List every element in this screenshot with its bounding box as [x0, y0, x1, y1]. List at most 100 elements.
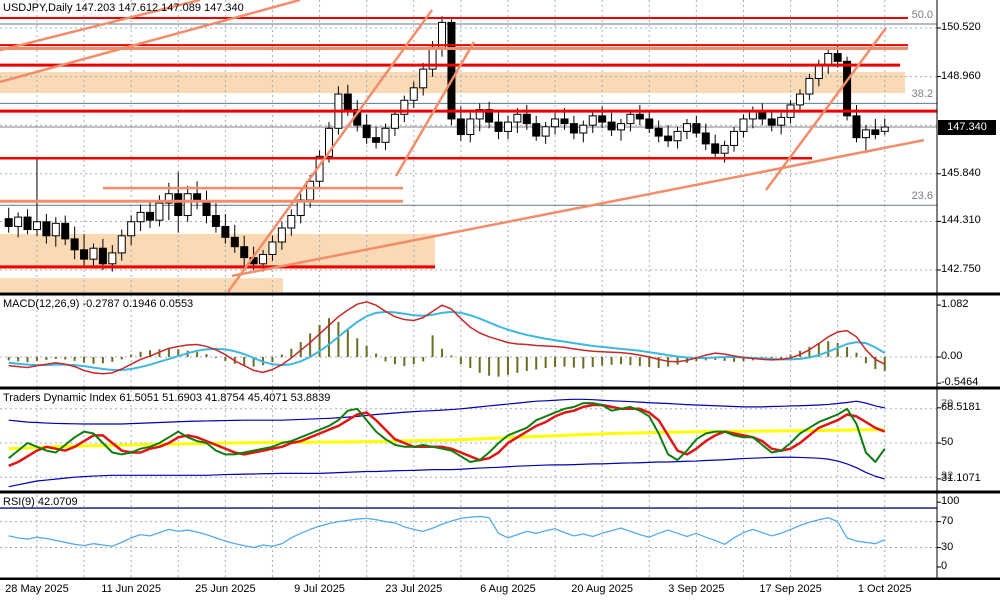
- candle-body: [588, 115, 597, 126]
- candle-body: [98, 247, 107, 265]
- candle-body: [833, 53, 842, 62]
- tdi-axis-label: 50: [941, 436, 954, 448]
- macd-axis-label: 0.00: [941, 350, 963, 362]
- date-axis-label: 23 Jul 2025: [385, 583, 443, 595]
- candle-body: [136, 211, 145, 223]
- candle-body: [14, 216, 23, 227]
- candle-body: [673, 130, 682, 142]
- candle-body: [795, 93, 804, 106]
- panel-separator: [0, 490, 1000, 494]
- candle-body: [390, 113, 399, 129]
- tdi-title: Traders Dynamic Index 61.5051 51.6903 41…: [3, 392, 331, 404]
- candle-body: [739, 118, 748, 132]
- candle-body: [569, 123, 578, 134]
- macd-signal-line: [8, 310, 886, 371]
- date-axis-label: 3 Sep 2025: [668, 583, 725, 595]
- candle-body: [503, 121, 512, 132]
- candle-body: [475, 109, 484, 120]
- candle-body: [560, 118, 569, 125]
- candle-body: [202, 201, 211, 217]
- date-axis-label: 28 May 2025: [5, 583, 69, 595]
- trendline: [0, 0, 301, 84]
- candle-body: [230, 236, 239, 248]
- candle-body: [240, 246, 249, 259]
- date-axis-label: 25 Jun 2025: [195, 583, 256, 595]
- candle-body: [438, 21, 447, 48]
- price-axis-label: 144.310: [941, 214, 981, 227]
- candle-body: [70, 238, 79, 251]
- candle-body: [880, 126, 889, 132]
- candle-body: [89, 247, 98, 260]
- panel-separator: [0, 577, 1000, 580]
- trendline: [394, 41, 476, 177]
- current-price-value: 147.340: [947, 121, 987, 133]
- candle-body: [80, 249, 89, 260]
- support-zone: [0, 278, 283, 293]
- candle-body: [127, 221, 136, 237]
- candle-body: [551, 118, 560, 128]
- candle-body: [522, 113, 531, 125]
- candle-body: [61, 222, 70, 240]
- candle-body: [32, 221, 41, 231]
- candle-body: [494, 121, 503, 132]
- tdi-axis-label: 32: [941, 470, 954, 483]
- tdi-axis-label: 70: [941, 398, 954, 410]
- tdi-market-base-line: [8, 428, 885, 451]
- candle-body: [532, 123, 541, 137]
- candle-body: [277, 227, 286, 243]
- candle-body: [852, 115, 861, 139]
- date-axis-label: 20 Aug 2025: [571, 583, 634, 595]
- candle-body: [324, 127, 333, 157]
- candle-body: [541, 126, 550, 137]
- date-axis-label: 11 Jun 2025: [101, 583, 162, 595]
- price-axis-label: 142.750: [941, 263, 981, 276]
- candle-body: [701, 132, 710, 145]
- trendline: [226, 9, 434, 293]
- candle-body: [221, 225, 230, 238]
- candle-body: [447, 21, 456, 120]
- candle-body: [682, 123, 691, 132]
- rsi-axis-label: 100: [941, 495, 960, 508]
- candle-body: [824, 53, 833, 65]
- candle-body: [400, 99, 409, 115]
- macd-axis-label: -0.5464: [941, 376, 979, 389]
- tdi-upper-band: [8, 398, 885, 425]
- panel-separator: [0, 292, 1000, 296]
- candle-body: [513, 113, 522, 123]
- price-axis-label: 150.520: [941, 21, 981, 33]
- candle-body: [607, 121, 616, 131]
- candle-body: [51, 222, 60, 237]
- rsi-axis-label: 0: [941, 560, 948, 572]
- candle-body: [805, 77, 814, 95]
- panel-separator: [0, 386, 1000, 390]
- candle-body: [259, 253, 268, 265]
- candle-body: [211, 215, 220, 227]
- candle-body: [42, 221, 51, 237]
- macd-title: MACD(12,26,9) -0.2787 0.1946 0.0553: [3, 298, 194, 310]
- candle-body: [730, 130, 739, 146]
- candle-body: [343, 93, 352, 111]
- candle-body: [306, 180, 315, 201]
- tdi-signal-line: [8, 403, 886, 467]
- candle-body: [183, 193, 192, 217]
- macd-main-line: [8, 301, 886, 375]
- candle-body: [381, 127, 390, 143]
- candle-body: [861, 129, 870, 139]
- candle-body: [654, 127, 663, 137]
- candle-body: [23, 216, 32, 231]
- candle-body: [645, 118, 654, 129]
- price-axis-label: 148.960: [941, 69, 981, 82]
- candle-body: [843, 60, 852, 117]
- date-axis-label: 9 Jul 2025: [294, 583, 345, 595]
- candle-body: [598, 115, 607, 123]
- macd-axis-label: 1.082: [941, 298, 969, 311]
- candle-body: [174, 193, 183, 217]
- fib-level-label: 23.6: [911, 190, 933, 203]
- chart-title: USDJPY,Daily 147.203 147.612 147.089 147…: [3, 2, 244, 14]
- candle-body: [372, 137, 381, 143]
- candle-body: [720, 144, 729, 154]
- candle-body: [871, 129, 880, 136]
- candle-body: [146, 211, 154, 221]
- candle-body: [692, 123, 701, 134]
